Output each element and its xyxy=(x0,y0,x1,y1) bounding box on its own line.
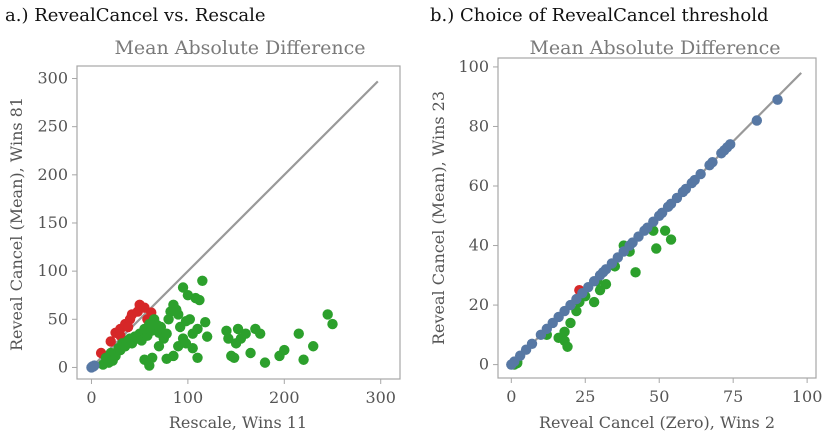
plot-a-ylabel: Reveal Cancel (Mean), Wins 81 xyxy=(7,97,26,351)
plot-a-ytick-label: 100 xyxy=(37,261,68,280)
plot-b-point-green xyxy=(630,267,641,278)
plot-a-ytick-label: 150 xyxy=(37,213,68,232)
panel-b-title: b.) Choice of RevealCancel threshold xyxy=(430,5,768,26)
plot-a-xtick-label: 100 xyxy=(173,388,204,407)
plot-b-ytick-label: 100 xyxy=(458,57,489,76)
plot-b-point-green xyxy=(565,317,576,329)
panel-b: b.) Choice of RevealCancel threshold Mea… xyxy=(429,5,822,432)
plot-a-ytick-label: 50 xyxy=(48,309,68,328)
plot-b-point-green xyxy=(562,341,573,352)
plot-a-point-green xyxy=(187,342,198,354)
plot-a-ytick-label: 200 xyxy=(37,165,68,184)
plot-a-point-green xyxy=(194,294,205,306)
plot-a-point-red xyxy=(122,321,134,333)
plot-b-ytick-label: 60 xyxy=(469,176,489,195)
plot-a-point-green xyxy=(298,354,309,365)
plot-b-point-green xyxy=(651,243,662,254)
plot-b-ylabel: Reveal Cancel (Mean), Wins 23 xyxy=(429,91,448,345)
plot-a-ytick-label: 250 xyxy=(37,117,68,136)
plot-b-ytick-label: 40 xyxy=(469,236,489,255)
plot-a-point-green xyxy=(192,352,203,364)
plot-b-xlabel: Reveal Cancel (Zero), Wins 2 xyxy=(539,413,775,432)
plot-b-xtick-label: 50 xyxy=(649,387,669,406)
plot-a-point-green xyxy=(161,328,172,339)
plot-a-point-green xyxy=(192,323,203,335)
plot-a-point-red xyxy=(105,336,116,347)
plot-a-diagonal xyxy=(90,80,379,369)
plot-a-point-green xyxy=(201,331,213,342)
plot-a-point-green xyxy=(168,350,179,362)
plot-a-point-green xyxy=(232,323,244,335)
plot-a-ytick-label: 0 xyxy=(58,357,68,376)
plot-a-point-green xyxy=(184,314,196,325)
plot-b-point-green xyxy=(659,225,671,236)
plot-a-point-green xyxy=(322,309,333,320)
plot-a-ytick-label: 300 xyxy=(37,69,68,88)
plot-a-point-green xyxy=(279,344,290,356)
plot-a-point-green xyxy=(240,328,251,339)
plot-b-frame xyxy=(497,57,817,379)
plot-b-point-green xyxy=(600,279,612,290)
plot-b-point-green xyxy=(665,234,677,245)
plot-a-xlabel: Rescale, Wins 11 xyxy=(169,413,307,432)
plot-b-point-blue xyxy=(526,338,538,349)
plot-a-point-green xyxy=(327,318,338,330)
plot-b-ytick-label: 0 xyxy=(479,355,489,374)
plot-b-point-blue xyxy=(772,94,783,105)
plot-b-ytick-label: 20 xyxy=(469,295,489,314)
panel-a-title: a.) RevealCancel vs. Rescale xyxy=(5,5,266,26)
plot-a-xtick-label: 300 xyxy=(365,388,396,407)
chart-a-title: Mean Absolute Difference xyxy=(114,37,365,59)
plot-b-point-blue xyxy=(751,115,763,126)
plot-a-point-green xyxy=(293,328,304,339)
plot-a-point-green xyxy=(259,357,271,368)
plot-a-point-green xyxy=(155,321,167,333)
plot-b-point-blue xyxy=(725,139,736,150)
plot-b-ytick-label: 80 xyxy=(469,116,489,135)
plot-a-point-blue xyxy=(89,360,100,371)
plot-a-point-green xyxy=(177,282,189,293)
plot-b-point-green xyxy=(588,296,600,308)
plot-a-point-green xyxy=(254,328,266,339)
plot-a-point-green xyxy=(223,333,234,344)
plot-a-point-green xyxy=(245,347,256,359)
plot-a-point-green xyxy=(153,341,165,352)
plot-a-point-green xyxy=(173,309,184,320)
plot-a-xtick-label: 200 xyxy=(269,388,300,407)
plot-a-point-green xyxy=(228,352,240,364)
plot-b-xtick-label: 25 xyxy=(575,387,595,406)
plot-b-xtick-label: 75 xyxy=(723,387,743,406)
plot-b-point-blue xyxy=(707,156,718,168)
plot-a-point-green xyxy=(308,341,319,352)
plot-b-point-green xyxy=(559,326,570,338)
plot-a-xtick-label: 0 xyxy=(86,388,96,407)
plot-a-point-green xyxy=(200,316,211,328)
panel-a: a.) RevealCancel vs. Rescale Mean Absolu… xyxy=(5,5,401,432)
plot-b-xtick-label: 0 xyxy=(506,387,516,406)
plot-b-point-blue xyxy=(695,168,706,180)
plot-b-xtick-label: 100 xyxy=(792,387,823,406)
plot-a-point-green xyxy=(197,275,208,286)
chart-b-title: Mean Absolute Difference xyxy=(529,37,780,59)
plot-a-point-green xyxy=(147,352,158,364)
